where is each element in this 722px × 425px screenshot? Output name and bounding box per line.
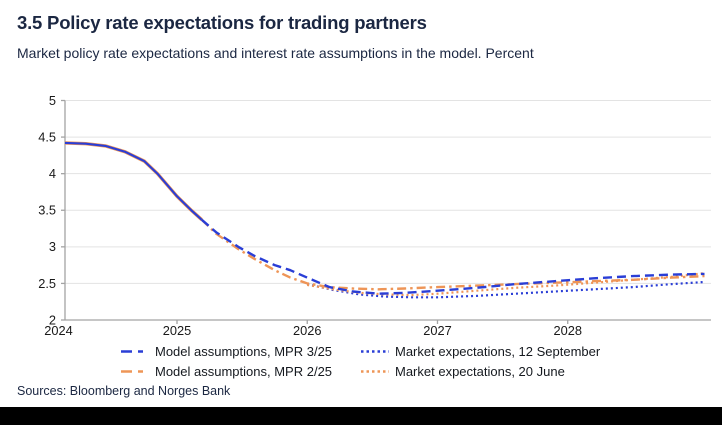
y-tick-label: 5 [49,93,56,108]
series-line-underlay-history [64,141,203,222]
legend-label: Market expectations, 20 June [395,363,565,379]
orange-dashed-line-sample [121,370,149,373]
series-line-model-mpr-2-25 [200,218,705,291]
chart-subtitle: Market policy rate expectations and inte… [17,45,534,61]
series-line-model-mpr-3-25 [201,218,705,295]
chart-title: 3.5 Policy rate expectations for trading… [17,12,427,33]
legend-label: Model assumptions, MPR 3/25 [155,343,333,359]
blue-dashed-line-sample [121,350,149,353]
bottom-black-bar [0,407,722,425]
chart-canvas: 2 2.5 3 3.5 4 4.5 5 2024 2025 2026 2027 2028 [38,93,711,338]
chart-legend: Model assumptions, MPR 3/25 Market expec… [120,341,600,381]
legend-item-model-mpr-3-25: Model assumptions, MPR 3/25 [120,341,360,361]
x-tick-label: 2024 [44,323,72,338]
x-tick-label: 2028 [553,323,581,338]
y-tick-label: 2 [49,312,56,327]
x-tick-label: 2025 [163,323,191,338]
y-tick-label: 3.5 [38,203,56,218]
y-tick-label: 2.5 [38,276,56,291]
y-tick-label: 4 [49,166,56,181]
y-tick-label: 3 [49,239,56,254]
legend-label: Model assumptions, MPR 2/25 [155,363,333,379]
orange-dotted-line-sample [361,370,389,373]
legend-item-model-mpr-2-25: Model assumptions, MPR 2/25 [120,361,360,381]
policy-rate-chart: 2 2.5 3 3.5 4 4.5 5 2024 2025 2026 2027 2028 [0,85,722,343]
x-tick-label: 2026 [293,323,321,338]
legend-item-market-20-june: Market expectations, 20 June [360,361,600,381]
legend-item-market-12-september: Market expectations, 12 September [360,341,600,361]
series-line-market-12-september [306,280,705,299]
sources-note: Sources: Bloomberg and Norges Bank [17,384,231,398]
blue-dotted-line-sample [361,350,389,353]
series-line-history [64,141,203,221]
x-tick-label: 2027 [423,323,451,338]
y-tick-label: 4.5 [38,129,56,144]
legend-label: Market expectations, 12 September [395,343,601,359]
